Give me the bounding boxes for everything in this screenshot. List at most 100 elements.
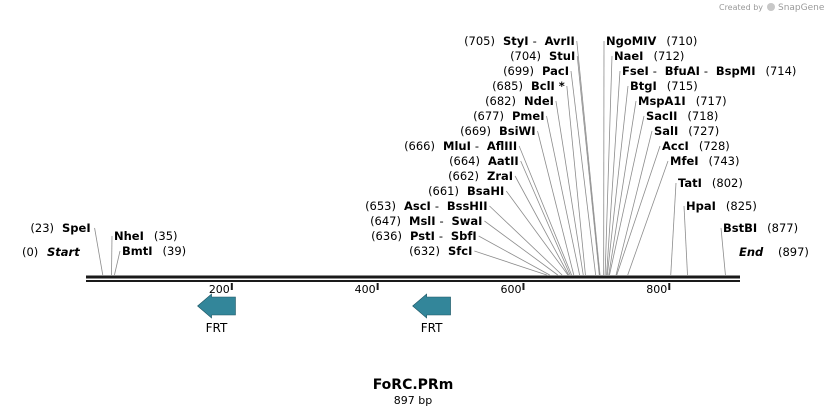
site-connector-line bbox=[555, 100, 584, 276]
site-hpai[interactable]: HpaI (825) bbox=[686, 199, 757, 213]
credit-text: Created by bbox=[719, 3, 763, 12]
site-position: (705) bbox=[464, 34, 495, 48]
site-bmti[interactable]: BmtI (39) bbox=[122, 244, 186, 258]
frt-feature-arrow[interactable] bbox=[197, 293, 236, 319]
site-position: (664) bbox=[449, 154, 480, 168]
site-position: (666) bbox=[404, 139, 435, 153]
site-sfci[interactable]: SfcI (632) bbox=[409, 244, 472, 258]
site-position: (653) bbox=[365, 199, 396, 213]
site-name: BfuAI bbox=[665, 64, 700, 78]
site-zrai[interactable]: ZraI (662) bbox=[448, 169, 513, 183]
site-position: (661) bbox=[428, 184, 459, 198]
site-name: AscI bbox=[404, 199, 431, 213]
site-connector-line bbox=[576, 40, 601, 276]
site-name: PmeI bbox=[512, 109, 545, 123]
site-mspa1i[interactable]: MspA1I (717) bbox=[638, 94, 727, 108]
site-name: NgoMIV bbox=[606, 34, 656, 48]
site-paci[interactable]: PacI (699) bbox=[503, 64, 569, 78]
feature-label: FRT bbox=[421, 321, 443, 335]
site-position: (728) bbox=[699, 139, 730, 153]
site-name: NheI bbox=[114, 229, 144, 243]
site-sali[interactable]: SalI (727) bbox=[654, 124, 719, 138]
site-styi[interactable]: StyI - AvrII (705) bbox=[464, 34, 575, 48]
site-sacii[interactable]: SacII (718) bbox=[646, 109, 718, 123]
site-position: (727) bbox=[688, 124, 719, 138]
site-name-separator: - bbox=[533, 34, 537, 48]
site-connector-line bbox=[608, 100, 637, 276]
site-bstbi[interactable]: BstBI (877) bbox=[723, 221, 798, 235]
site-name: StyI bbox=[503, 34, 529, 48]
site-name: NdeI bbox=[524, 94, 554, 108]
site-connector-line bbox=[489, 205, 563, 276]
site-name: PacI bbox=[542, 64, 569, 78]
site-connector-line bbox=[546, 115, 580, 276]
site-psti[interactable]: PstI - SbfI (636) bbox=[371, 229, 477, 243]
site-bsiwi[interactable]: BsiWI (669) bbox=[460, 124, 535, 138]
site-name: BspMI bbox=[716, 64, 756, 78]
site-aatii[interactable]: AatII (664) bbox=[449, 154, 519, 168]
snapgene-credit: Created by SnapGene bbox=[719, 3, 825, 13]
map-length: 897 bp bbox=[394, 394, 432, 407]
site-bcli[interactable]: BclI * (685) bbox=[492, 79, 565, 93]
site-connector-line bbox=[606, 70, 621, 276]
start-position: (0) bbox=[22, 245, 38, 259]
site-name: AccI bbox=[662, 139, 689, 153]
site-position: (669) bbox=[460, 124, 491, 138]
site-name: AflIII bbox=[487, 139, 517, 153]
site-connector-line bbox=[518, 145, 572, 276]
site-position: (632) bbox=[409, 244, 440, 258]
site-name: AatII bbox=[488, 154, 519, 168]
frt-feature-arrow[interactable] bbox=[412, 293, 451, 319]
site-msli[interactable]: MslI - SwaI (647) bbox=[370, 214, 482, 228]
site-pmei[interactable]: PmeI (677) bbox=[473, 109, 544, 123]
site-position: (636) bbox=[371, 229, 402, 243]
site-ndei[interactable]: NdeI (682) bbox=[485, 94, 554, 108]
site-name: AvrII bbox=[545, 34, 575, 48]
site-connector-line bbox=[604, 55, 613, 276]
site-position: (23) bbox=[30, 221, 54, 235]
site-name-separator: - bbox=[475, 139, 479, 153]
site-name: BssHII bbox=[447, 199, 488, 213]
site-connector-line bbox=[514, 175, 570, 276]
site-connector-line bbox=[570, 70, 597, 276]
site-position: (718) bbox=[687, 109, 718, 123]
site-connector-line bbox=[114, 250, 121, 276]
site-nhei[interactable]: NheI (35) bbox=[114, 229, 178, 243]
site-position: (825) bbox=[726, 199, 757, 213]
site-connector-line bbox=[484, 220, 558, 276]
site-name: ZraI bbox=[487, 169, 513, 183]
axis-tick-label: 600 bbox=[500, 283, 521, 296]
site-tati[interactable]: TatI (802) bbox=[678, 176, 743, 190]
site-connector-line bbox=[566, 85, 586, 276]
site-stui[interactable]: StuI (704) bbox=[510, 49, 575, 63]
site-naei[interactable]: NaeI (712) bbox=[614, 49, 684, 63]
site-position: (647) bbox=[370, 214, 401, 228]
site-connector-line bbox=[683, 205, 688, 276]
map-name: FoRC.PRm bbox=[373, 377, 454, 393]
site-name: BmtI bbox=[122, 244, 153, 258]
dna-backbone bbox=[86, 275, 740, 282]
site-spei[interactable]: SpeI (23) bbox=[30, 221, 90, 235]
site-connector-line bbox=[720, 227, 726, 276]
site-mlui[interactable]: MluI - AflIII (666) bbox=[404, 139, 517, 153]
site-asci[interactable]: AscI - BssHII (653) bbox=[365, 199, 487, 213]
site-connector-line bbox=[616, 145, 661, 276]
site-name: SalI bbox=[654, 124, 678, 138]
site-name-separator: - bbox=[653, 64, 657, 78]
site-btgi[interactable]: BtgI (715) bbox=[630, 79, 698, 93]
site-connector-line bbox=[627, 160, 669, 276]
site-acci[interactable]: AccI (728) bbox=[662, 139, 730, 153]
site-name: NaeI bbox=[614, 49, 643, 63]
site-position: (685) bbox=[492, 79, 523, 93]
site-connector-line bbox=[615, 130, 653, 276]
end-marker: End (897) bbox=[739, 245, 809, 259]
site-position: (717) bbox=[696, 94, 727, 108]
site-name: BsaHI bbox=[467, 184, 504, 198]
site-bsahi[interactable]: BsaHI (661) bbox=[428, 184, 504, 198]
start-label: Start bbox=[47, 245, 80, 259]
site-fsei[interactable]: FseI - BfuAI - BspMI (714) bbox=[622, 64, 796, 78]
site-connector-line bbox=[94, 227, 104, 276]
site-mfei[interactable]: MfeI (743) bbox=[670, 154, 739, 168]
site-ngomiv[interactable]: NgoMIV (710) bbox=[606, 34, 697, 48]
site-position: (743) bbox=[709, 154, 740, 168]
